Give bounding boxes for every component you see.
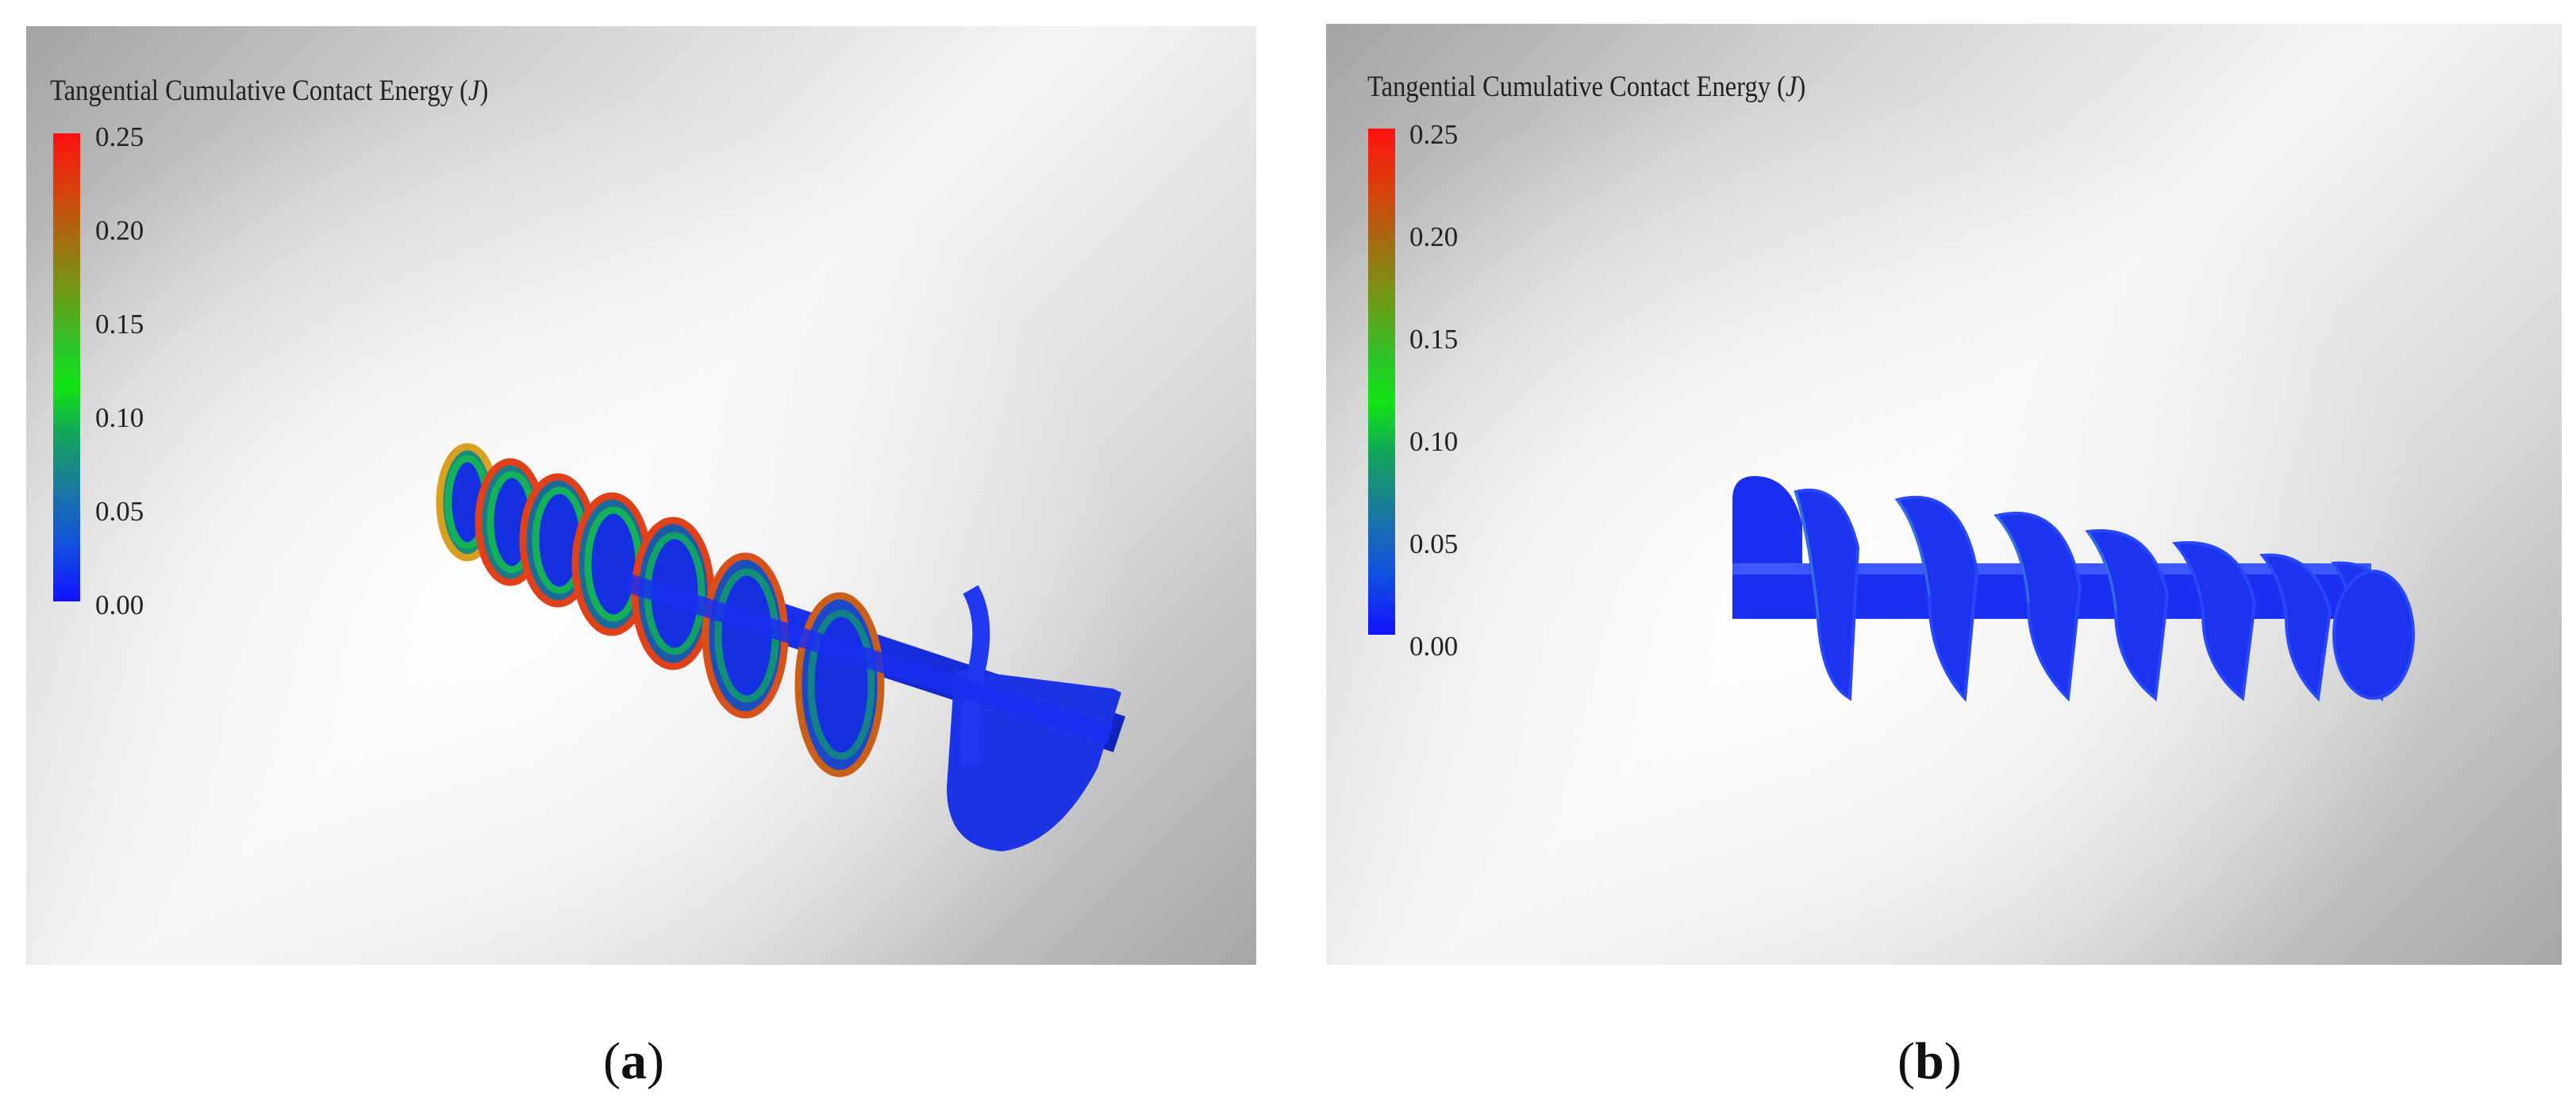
- tick-b-3: 0.10: [1409, 426, 1459, 457]
- colorbar-b: [1368, 129, 1395, 635]
- screw-conveyor-b-render: [1732, 476, 2415, 702]
- tick-a-2: 0.15: [95, 309, 144, 340]
- tick-a-5: 0.00: [95, 590, 144, 620]
- tick-a-1: 0.20: [95, 215, 144, 246]
- caption-b: (b): [1897, 1032, 1962, 1090]
- tick-b-4: 0.05: [1409, 528, 1459, 559]
- legend-title-b: Tangential Cumulative Contact Energy (J): [1367, 71, 1806, 103]
- colorbar-a: [53, 133, 80, 601]
- panel-b: Tangential Cumulative Contact Energy (J)…: [1326, 24, 2562, 965]
- tick-b-5: 0.00: [1409, 631, 1459, 662]
- tick-a-3: 0.10: [95, 402, 144, 433]
- tick-a-0: 0.25: [95, 121, 144, 152]
- tick-b-2: 0.15: [1409, 324, 1459, 355]
- legend-title-a: Tangential Cumulative Contact Energy (J): [50, 75, 489, 107]
- screw-conveyor-a-render: [436, 443, 1125, 851]
- tick-b-0: 0.25: [1409, 119, 1459, 150]
- caption-a: (a): [603, 1032, 664, 1090]
- tick-a-4: 0.05: [95, 496, 144, 527]
- panel-a: Tangential Cumulative Contact Energy (J)…: [26, 26, 1256, 965]
- tick-b-1: 0.20: [1409, 221, 1459, 252]
